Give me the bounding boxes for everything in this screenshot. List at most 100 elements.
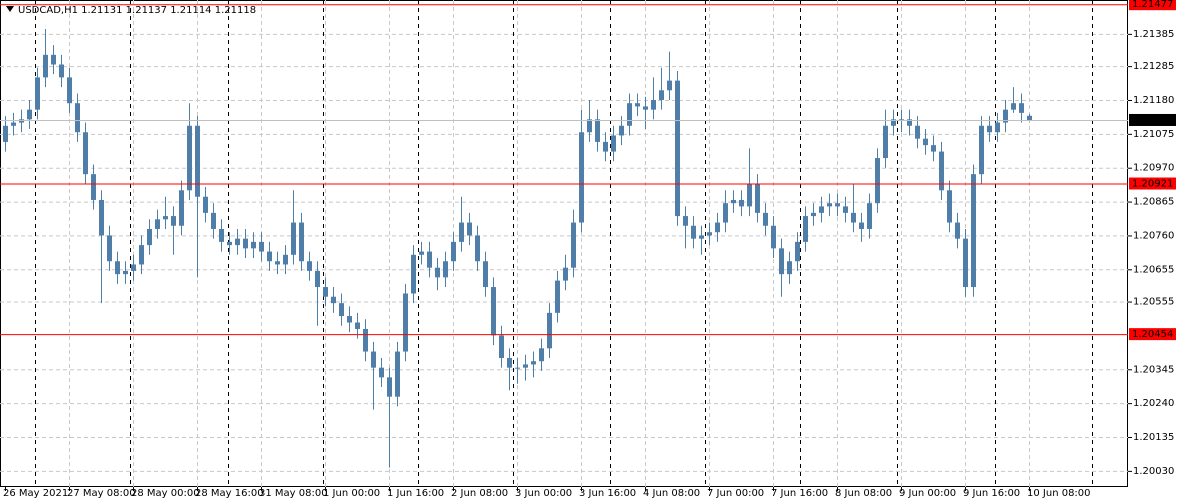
candle-body — [531, 361, 536, 365]
candle-body — [307, 261, 312, 271]
candle-body — [219, 228, 224, 242]
candle-body — [443, 261, 448, 278]
candle-body — [659, 90, 664, 100]
candle-body — [707, 232, 712, 236]
candle-body — [835, 203, 840, 207]
candle-body — [803, 216, 808, 242]
candle-body — [555, 280, 560, 313]
candle-body — [483, 261, 488, 288]
candle-body — [363, 328, 368, 352]
candle-body — [547, 312, 552, 349]
x-tick-label: 1 Jun 00:00 — [323, 488, 380, 499]
candle-body — [571, 222, 576, 268]
candle-body — [907, 119, 912, 126]
price-label-bg — [1129, 177, 1176, 190]
candle-body — [75, 103, 80, 133]
candle-body — [763, 212, 768, 226]
y-tick-label: 1.20865 — [1133, 197, 1174, 208]
candle-body — [563, 267, 568, 281]
candle-body — [795, 241, 800, 262]
candle-body — [1011, 103, 1016, 110]
x-tick-label: 3 Jun 16:00 — [579, 488, 636, 499]
candle-body — [979, 125, 984, 175]
candle-body — [947, 190, 952, 223]
candle-body — [459, 222, 464, 242]
candle-body — [675, 80, 680, 217]
candle-body — [275, 261, 280, 265]
candle-body — [883, 125, 888, 159]
x-tick-label: 7 Jun 16:00 — [771, 488, 828, 499]
y-tick-label: 1.20240 — [1133, 398, 1174, 409]
candle-body — [691, 225, 696, 239]
candle-body — [819, 206, 824, 213]
candle-body — [67, 77, 72, 104]
candle-body — [715, 222, 720, 233]
candle-body — [211, 212, 216, 229]
x-tick-label: 2 Jun 08:00 — [451, 488, 508, 499]
candle-body — [859, 222, 864, 229]
candle-body — [643, 106, 648, 110]
candle-body — [891, 119, 896, 126]
grid-layer — [0, 0, 1128, 487]
candle-body — [251, 241, 256, 249]
candle-body — [411, 254, 416, 294]
candle-body — [291, 222, 296, 255]
x-tick-label: 26 May 2021 — [3, 488, 68, 499]
candle-body — [163, 216, 168, 220]
candle-body — [939, 151, 944, 191]
y-tick-label: 1.20345 — [1133, 364, 1174, 375]
candle-body — [3, 125, 8, 142]
candle-body — [579, 132, 584, 223]
y-tick-label: 1.21075 — [1133, 129, 1174, 140]
y-tick-label: 1.20030 — [1133, 466, 1174, 477]
candle-body — [355, 322, 360, 329]
x-tick-label: 9 Jun 00:00 — [899, 488, 956, 499]
x-tick-label: 28 May 00:00 — [131, 488, 200, 499]
x-tick-label: 1 Jun 16:00 — [387, 488, 444, 499]
candle-body — [115, 261, 120, 275]
candle-body — [635, 103, 640, 107]
x-tick-label: 27 May 08:00 — [67, 488, 136, 499]
x-tick-label: 8 Jun 08:00 — [835, 488, 892, 499]
candle-body — [171, 216, 176, 226]
price-label-bg — [1129, 0, 1176, 11]
candle-body — [923, 138, 928, 146]
price-label-bg — [1129, 328, 1176, 341]
x-tick-label: 9 Jun 16:00 — [963, 488, 1020, 499]
candle-body — [11, 122, 16, 126]
candle-body — [131, 264, 136, 271]
x-tick-label: 4 Jun 08:00 — [643, 488, 700, 499]
candle-body — [787, 261, 792, 275]
candle-body — [451, 241, 456, 262]
candle-body — [731, 199, 736, 204]
candle-body — [323, 287, 328, 297]
candle-body — [827, 203, 832, 207]
candle-body — [667, 80, 672, 91]
candle-body — [723, 203, 728, 223]
candle-body — [499, 335, 504, 358]
candle-body — [43, 54, 48, 78]
candle-body — [491, 287, 496, 336]
candle-body — [187, 125, 192, 191]
y-tick-label: 1.20655 — [1133, 264, 1174, 275]
candle-body — [987, 125, 992, 133]
price-label-bg — [1129, 113, 1176, 126]
candle-body — [699, 235, 704, 239]
candle-body — [683, 216, 688, 226]
candle-body — [779, 248, 784, 275]
candle-body — [1003, 109, 1008, 123]
candle-body — [611, 135, 616, 152]
candle-body — [283, 254, 288, 265]
candle-body — [347, 316, 352, 323]
x-tick-label: 7 Jun 00:00 — [707, 488, 764, 499]
chart-header: USDCAD,H1 1.21131 1.21137 1.21114 1.2111… — [18, 5, 256, 16]
candle-body — [1027, 115, 1032, 120]
candle-body — [387, 377, 392, 397]
candle-body — [147, 228, 152, 246]
candle-body — [435, 267, 440, 278]
candle-body — [523, 364, 528, 368]
candle-body — [27, 109, 32, 120]
candle-body — [235, 238, 240, 246]
candle-body — [419, 251, 424, 255]
